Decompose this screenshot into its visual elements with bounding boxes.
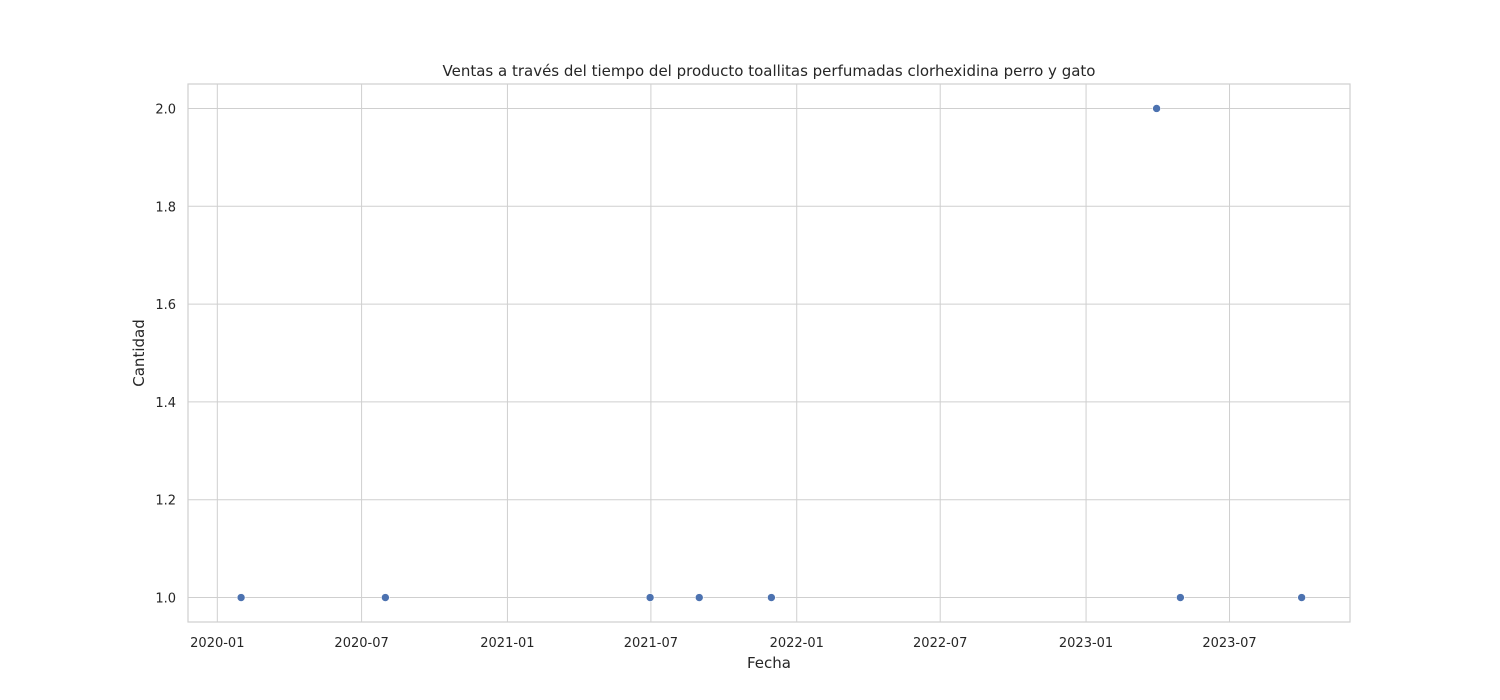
data-point xyxy=(236,593,246,602)
x-tick-label: 2022-07 xyxy=(913,636,967,651)
data-points xyxy=(236,104,1306,602)
axis-ticks: 2020-01 2020-07 2021-01 2021-07 2022-01 2022-… xyxy=(155,102,1256,651)
data-point xyxy=(1176,593,1185,602)
data-point xyxy=(645,593,655,602)
data-point xyxy=(381,593,390,602)
y-tick-label: 1.8 xyxy=(155,200,176,215)
x-tick-label: 2023-01 xyxy=(1059,636,1113,651)
x-tick-label: 2022-01 xyxy=(770,636,824,651)
y-tick-label: 1.4 xyxy=(155,396,176,411)
y-tick-label: 2.0 xyxy=(155,102,176,117)
data-point xyxy=(767,593,776,602)
x-tick-label: 2021-07 xyxy=(624,636,678,651)
x-tick-label: 2023-07 xyxy=(1202,636,1256,651)
x-tick-label: 2020-01 xyxy=(190,636,244,651)
y-axis-label: Cantidad xyxy=(130,319,148,386)
data-point xyxy=(1152,104,1161,113)
y-tick-label: 1.6 xyxy=(155,298,176,313)
chart-title: Ventas a través del tiempo del producto … xyxy=(443,62,1096,80)
x-tick-label: 2021-01 xyxy=(480,636,534,651)
data-point xyxy=(1297,593,1306,602)
grid xyxy=(188,84,1350,622)
data-point xyxy=(694,593,704,602)
y-tick-label: 1.2 xyxy=(155,494,176,509)
y-tick-label: 1.0 xyxy=(155,592,176,607)
x-tick-label: 2020-07 xyxy=(334,636,388,651)
plot-frame xyxy=(187,83,1351,623)
x-axis-label: Fecha xyxy=(747,654,791,672)
